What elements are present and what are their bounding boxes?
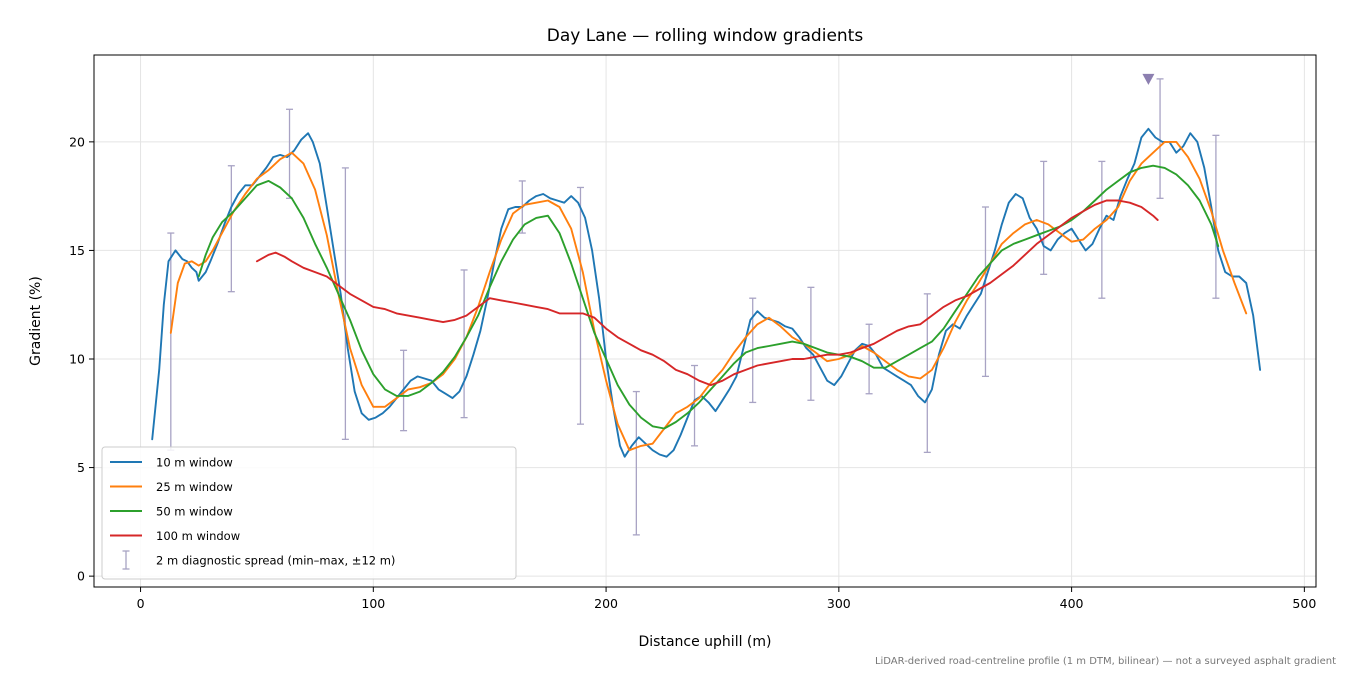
errorbar [227, 165, 235, 293]
errorbar [1156, 78, 1164, 199]
x-tick-label: 100 [361, 596, 385, 611]
errorbar [1098, 160, 1106, 299]
x-tick-label: 0 [137, 596, 145, 611]
peak-marker [1142, 73, 1155, 85]
legend-label: 50 m window [156, 505, 233, 519]
errorbar [576, 186, 584, 425]
legend-swatch [122, 550, 130, 570]
legend-item: 2 m diagnostic spread (min–max, ±12 m) [122, 550, 395, 570]
errorbar [341, 167, 349, 440]
plot-frame [93, 54, 1317, 588]
errorbar [632, 390, 640, 536]
y-tick-label: 5 [77, 460, 85, 475]
legend-item: 25 m window [110, 480, 233, 494]
legend-label: 100 m window [156, 529, 240, 543]
errorbar [865, 323, 873, 395]
legend-item: 100 m window [110, 529, 240, 543]
x-tick-label: 300 [827, 596, 851, 611]
y-tick-label: 15 [69, 243, 85, 258]
marker-layer [1142, 73, 1155, 85]
legend-label: 2 m diagnostic spread (min–max, ±12 m) [156, 554, 395, 568]
legend-label: 25 m window [156, 480, 233, 494]
legend-label: 10 m window [156, 456, 233, 470]
series-line-1 [151, 127, 1262, 458]
legend-box [101, 446, 517, 580]
y-tick-label: 20 [69, 134, 85, 149]
x-tick-label: 400 [1060, 596, 1084, 611]
y-tick-label: 0 [77, 569, 85, 584]
series-lines [151, 127, 1262, 458]
legend-item: 10 m window [110, 456, 233, 470]
y-axis-label: Gradient (%) [28, 276, 44, 366]
y-tick-label: 10 [69, 352, 85, 367]
series-line-4 [255, 199, 1159, 387]
errorbar [1040, 160, 1048, 275]
chart-title: Day Lane — rolling window gradients [547, 26, 864, 46]
legend-item: 50 m window [110, 505, 233, 519]
footnote: LiDAR-derived road-centreline profile (1… [875, 656, 1336, 667]
errorbar [807, 286, 815, 401]
errorbar [1212, 134, 1220, 299]
series-line-2 [169, 140, 1248, 452]
errorbar [981, 206, 989, 378]
series-line-3 [197, 164, 1220, 430]
axis-ticks: 0 100 200 300 400 500 0 5 10 15 20 [69, 134, 1316, 611]
x-axis-label: Distance uphill (m) [639, 634, 772, 650]
x-tick-label: 500 [1292, 596, 1316, 611]
x-tick-label: 200 [594, 596, 618, 611]
legend: 10 m window 25 m window 50 m window 100 m w… [101, 446, 517, 580]
errorbar [460, 269, 468, 419]
